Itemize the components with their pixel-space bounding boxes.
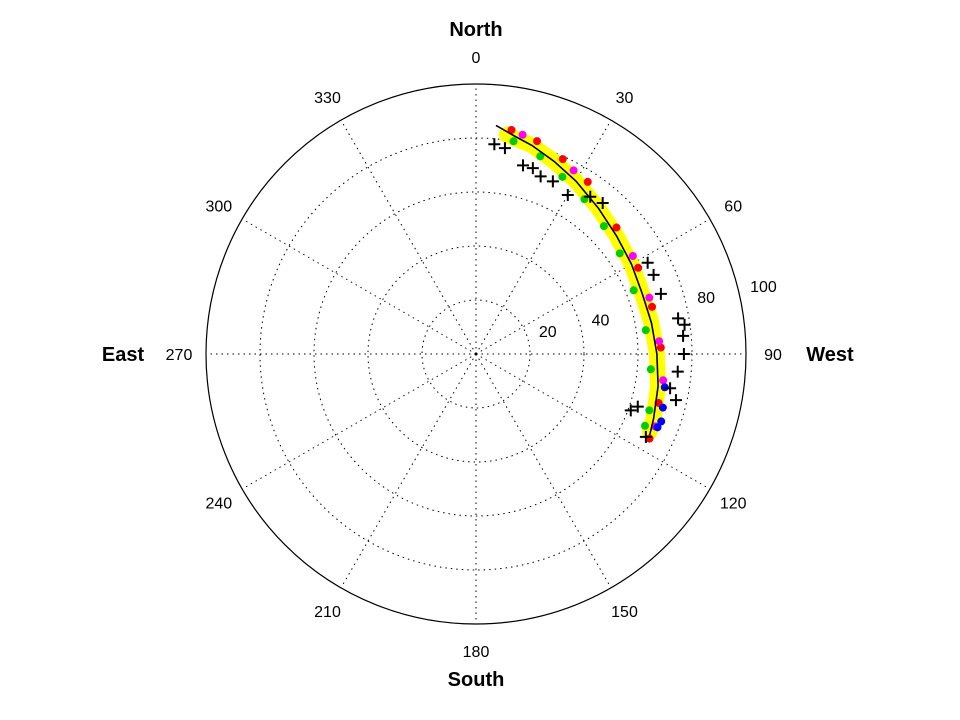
data-point xyxy=(518,130,527,139)
plus-marker xyxy=(624,404,637,417)
angle-tick-label: 270 xyxy=(166,347,193,364)
plus-marker xyxy=(488,138,501,151)
radial-tick-label: 100 xyxy=(750,279,777,296)
data-point xyxy=(645,293,654,302)
angle-tick-label: 60 xyxy=(724,199,742,216)
plus-marker xyxy=(647,268,660,281)
direction-label-north: North xyxy=(449,19,502,41)
plus-marker xyxy=(678,318,691,331)
radial-tick-label: 80 xyxy=(697,290,715,307)
angle-tick-label: 150 xyxy=(611,604,638,621)
data-point xyxy=(658,403,667,412)
data-point xyxy=(536,152,545,161)
angle-tick-label: 120 xyxy=(720,496,747,513)
grid-spoke xyxy=(241,353,477,490)
radial-tick-label: 20 xyxy=(539,324,557,341)
grid-spoke xyxy=(475,353,612,589)
plus-marker xyxy=(669,394,682,407)
direction-label-east: East xyxy=(102,344,145,366)
angle-tick-label: 210 xyxy=(314,604,341,621)
plus-marker xyxy=(596,197,609,210)
radial-tick-label: 40 xyxy=(592,313,610,330)
grid-ring xyxy=(313,191,639,517)
plus-marker xyxy=(654,287,667,300)
grid-ring xyxy=(421,299,531,409)
data-point xyxy=(612,223,621,232)
plus-marker xyxy=(677,329,690,342)
label-layer: North South East West xyxy=(102,19,854,691)
angle-tick-label: 330 xyxy=(314,90,341,107)
grid-ring xyxy=(367,245,585,463)
data-point xyxy=(569,166,578,175)
data-point xyxy=(507,125,516,134)
data-point xyxy=(641,326,650,335)
data-point xyxy=(648,302,657,311)
data-point xyxy=(653,423,662,432)
data-layer xyxy=(488,124,691,443)
plus-marker xyxy=(672,312,685,325)
data-point xyxy=(583,177,592,186)
data-point xyxy=(558,155,567,164)
data-point xyxy=(634,263,643,272)
plus-marker xyxy=(534,170,547,183)
grid-spoke xyxy=(475,218,711,355)
data-point xyxy=(629,286,638,295)
angle-tick-label: 180 xyxy=(463,644,490,661)
grid-spoke xyxy=(475,119,612,355)
data-point xyxy=(533,137,542,146)
plus-marker xyxy=(641,256,654,269)
data-point xyxy=(641,421,650,430)
plus-marker xyxy=(631,400,644,413)
data-point xyxy=(655,337,664,346)
angle-tick-label: 0 xyxy=(472,50,481,67)
plus-marker xyxy=(639,430,652,443)
direction-label-west: West xyxy=(806,344,854,366)
data-point xyxy=(656,343,665,352)
grid-layer: 0 30 60 90 120 150 180 210 240 270 300 330 20 40 80 100 xyxy=(166,50,782,661)
data-point xyxy=(657,417,666,426)
angle-tick-label: 240 xyxy=(205,496,232,513)
plus-marker xyxy=(546,175,559,188)
center-point xyxy=(474,352,478,356)
data-point xyxy=(599,222,608,231)
data-point xyxy=(628,251,637,260)
plus-marker xyxy=(517,159,530,172)
data-point xyxy=(615,249,624,258)
grid-spoke xyxy=(340,119,477,355)
plus-marker xyxy=(664,382,677,395)
plus-marker xyxy=(561,188,574,201)
plus-marker xyxy=(584,190,597,203)
angle-tick-label: 300 xyxy=(205,199,232,216)
data-point xyxy=(558,172,567,181)
plus-marker xyxy=(671,365,684,378)
plus-marker xyxy=(677,348,690,360)
angle-tick-label: 90 xyxy=(764,347,782,364)
grid-spoke xyxy=(340,353,477,589)
data-point xyxy=(509,137,518,146)
data-point xyxy=(659,376,668,385)
grid-spoke xyxy=(241,218,477,355)
data-point xyxy=(646,365,655,374)
direction-label-south: South xyxy=(448,669,505,691)
plus-marker xyxy=(526,162,539,175)
data-point xyxy=(645,406,654,415)
fit-line xyxy=(495,124,659,436)
angle-tick-label: 30 xyxy=(616,90,634,107)
grid-spoke xyxy=(475,353,711,490)
plus-marker xyxy=(498,142,511,155)
data-band xyxy=(498,126,667,440)
